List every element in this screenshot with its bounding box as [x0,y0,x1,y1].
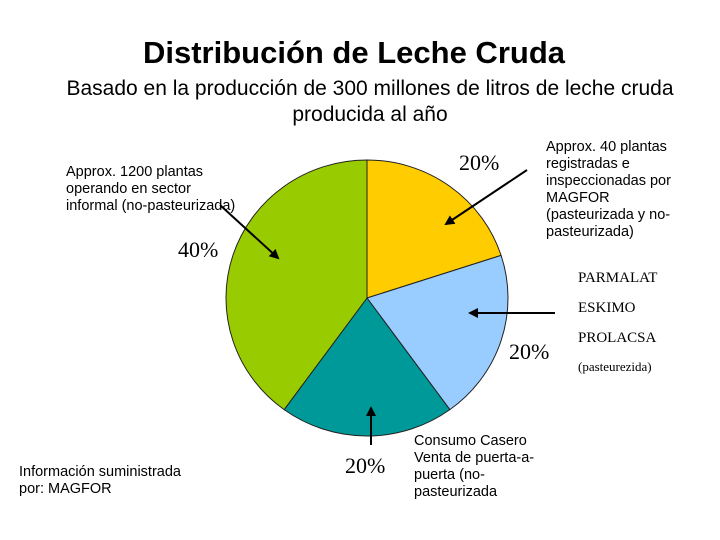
arrow-registered [444,169,528,226]
chart-title: Distribución de Leche Cruda [142,35,565,70]
pie-slice-lightblue [366,254,509,411]
slice-label-teal: 20% [345,453,386,478]
pie-slice-teal [283,297,451,437]
annotation-informal: Approx. 1200 plantas operando en sector … [66,164,236,214]
arrow-informal [219,204,280,260]
brand-prolacsa: PROLACSA [578,330,657,346]
annotation-home-consumption: Consumo Casero Venta de puerta-a-puerta … [414,433,535,500]
slice-label-green: 40% [178,237,219,262]
source-note: Información suministrada por: MAGFOR [19,464,181,497]
slice-label-yellow: 20% [459,150,500,175]
pie-slice-green [225,159,368,411]
chart-subtitle: Basado en la producción de 300 millones … [66,77,674,126]
brand-parmalat: PARMALAT [578,270,658,286]
brand-eskimo: ESKIMO [578,300,636,316]
brands-note: (pasteurezida) [578,359,652,374]
pie-slice-yellow [366,159,502,299]
slice-label-lightblue: 20% [509,339,550,364]
pie-slices [225,159,509,437]
annotation-registered: Approx. 40 plantas registradas e inspecc… [546,139,671,240]
